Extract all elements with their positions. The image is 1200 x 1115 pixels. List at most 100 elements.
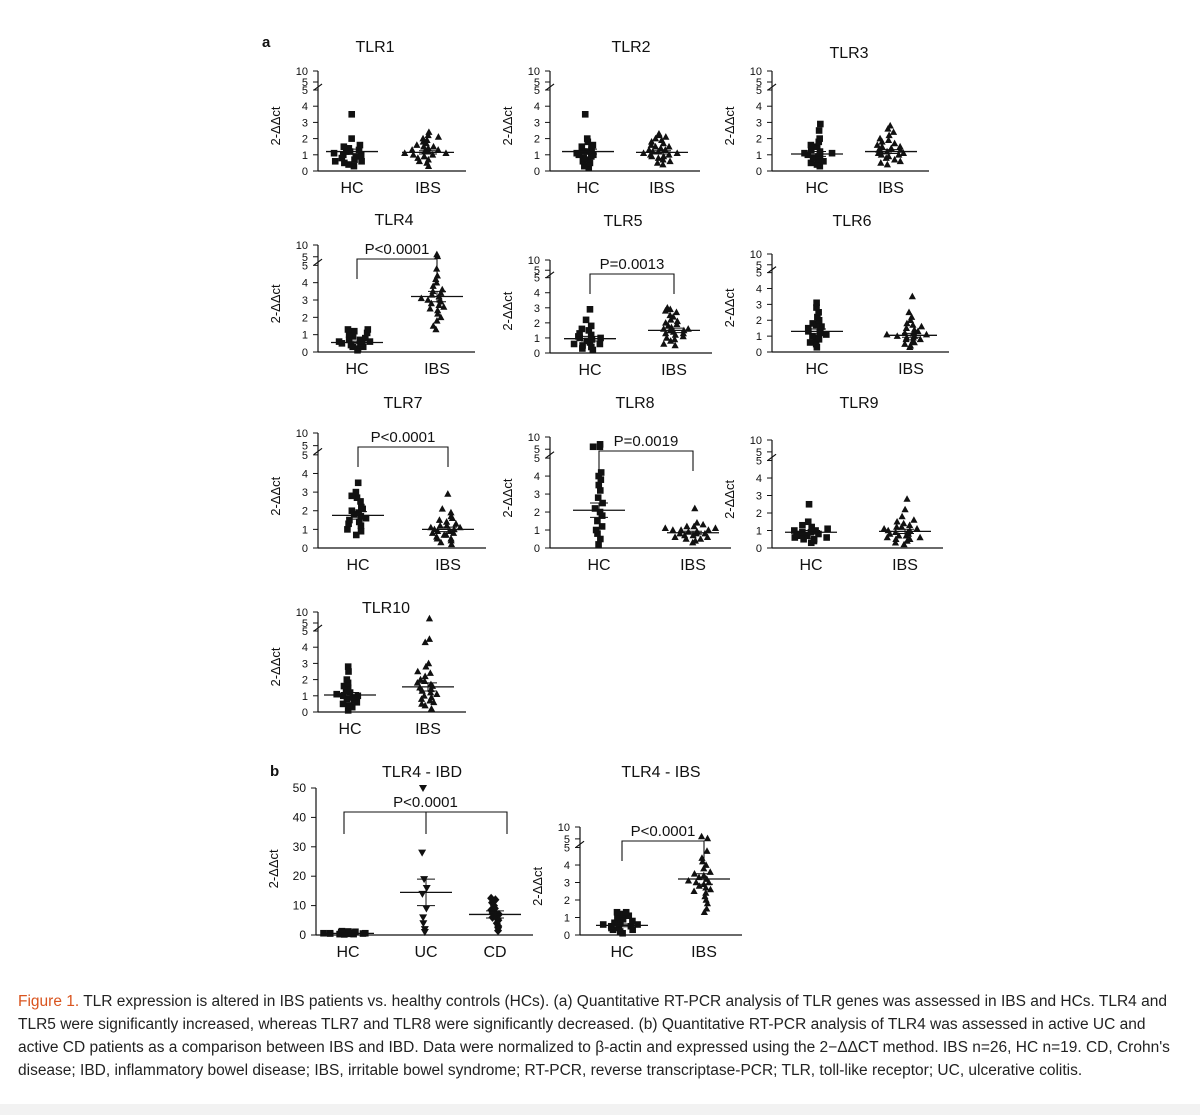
data-point [901,505,909,513]
data-point [597,476,605,483]
y-axis-label: 2-ΔΔct [268,106,283,145]
y-tick-label: 1 [534,525,540,537]
y-tick-label: 5 [756,456,762,468]
data-point [702,861,710,868]
chart-title: TLR3 [829,45,868,62]
data-point [444,490,452,497]
data-point [364,326,372,333]
data-point [655,129,663,137]
data-point [354,692,362,700]
y-tick-label: 5 [302,260,308,272]
data-point [433,316,441,324]
series-hc [596,908,648,937]
y-tick-label: 1 [302,524,308,536]
data-point [413,141,421,148]
data-point [909,321,917,328]
data-point [880,524,888,532]
data-point [433,250,441,258]
chart-title: TLR4 - IBS [621,764,700,781]
y-tick-label: 2 [534,318,540,330]
data-point [793,530,800,538]
series-hc [332,479,384,539]
data-point [422,884,431,892]
x-category-label: IBS [649,180,675,197]
data-point [791,527,798,534]
y-tick-label: 10 [750,249,762,261]
data-point [901,329,909,336]
y-axis-label: 2-ΔΔct [722,479,737,518]
data-point [659,160,667,168]
data-point [427,680,435,688]
y-tick-label: 2 [564,895,570,907]
data-point [896,157,904,165]
data-point [900,540,908,548]
data-point [343,695,351,703]
data-point [898,512,906,520]
data-point [816,135,823,142]
data-point [419,914,428,922]
data-point [437,313,445,321]
data-point [706,885,715,893]
data-point [356,141,364,149]
axis-break-mark [545,83,555,91]
data-point [627,922,635,930]
series-ibs [661,504,720,546]
significance-bracket [357,446,449,467]
chart-title: TLR8 [615,395,654,412]
series-ibs [678,832,730,916]
y-axis-label: 2-ΔΔct [500,291,515,330]
data-point [578,325,586,333]
y-tick-label: 3 [756,117,762,129]
data-point [886,121,894,129]
data-point [598,523,606,530]
data-point [813,299,820,307]
series-ibs [422,490,474,548]
data-point [876,134,884,142]
data-point [684,876,693,884]
data-point [823,534,830,541]
x-category-label: IBS [424,361,450,378]
series-hc [326,111,378,170]
data-point [689,531,697,539]
data-point [357,513,365,520]
series-ibs [879,495,931,548]
chart-title: TLR1 [355,39,394,56]
y-tick-label: 2 [302,134,308,146]
data-point [619,915,627,923]
data-point [438,505,446,512]
data-point [645,146,653,153]
y-tick-label: 10 [750,435,762,447]
data-point [906,521,914,529]
significance-bracket [356,258,438,279]
data-point [443,518,451,525]
y-tick-label: 0 [302,166,308,178]
y-tick-label: 5 [564,843,570,855]
data-point [629,917,636,925]
chart-tlr4-ibd: TLR4 - IBD 2-ΔΔct 0 10 20 30 40 50 HC UC CD P<0.000… [266,764,533,961]
data-point [891,538,900,546]
y-tick-label: 5 [756,268,762,280]
chart-title: TLR7 [383,395,422,412]
y-tick-label: 3 [756,299,762,311]
data-point [805,500,813,508]
data-point [896,142,904,150]
data-point [916,335,924,343]
data-point [420,926,429,934]
axis-break-mark [545,271,555,279]
y-tick-label: 1 [302,150,308,162]
axis-break-mark [545,451,555,459]
data-point [354,345,362,352]
y-tick-label: 4 [756,473,762,485]
y-axis-label: 2-ΔΔct [722,288,737,327]
y-tick-label: 4 [534,288,540,300]
y-tick-label: 5 [756,260,762,272]
data-point [589,141,597,149]
data-point [355,518,363,526]
data-point [817,120,824,128]
data-point [358,503,365,511]
data-point [433,690,441,697]
p-value-label: P=0.0013 [600,256,665,273]
data-point [588,343,595,351]
chart-title: TLR9 [839,395,878,412]
